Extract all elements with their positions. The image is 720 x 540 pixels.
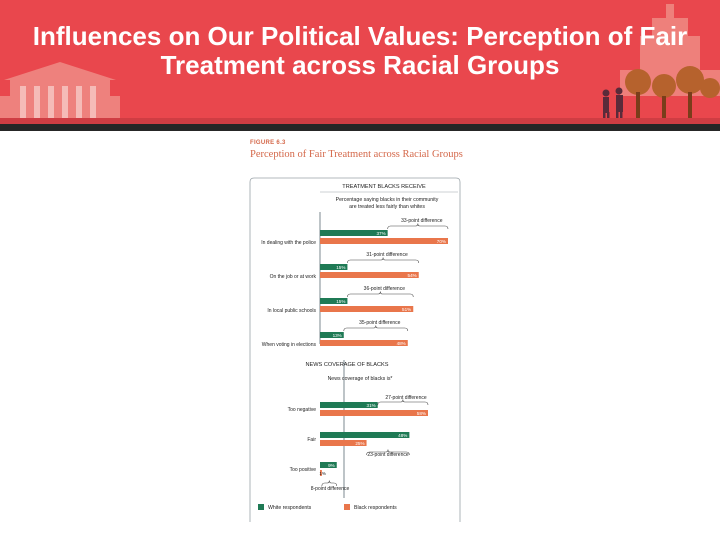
data-label-black: 25%: [355, 441, 364, 446]
difference-annotation: 23-point difference: [367, 452, 409, 458]
bar-black: [320, 306, 414, 312]
bar-black: [320, 410, 428, 416]
category-label: Fair: [307, 437, 316, 443]
bar-black: [320, 340, 408, 346]
data-label-white: 37%: [376, 231, 385, 236]
bar-white: [320, 432, 410, 438]
data-label-black: 48%: [397, 341, 406, 346]
bar-white: [320, 298, 348, 304]
bar-white: [320, 462, 337, 468]
figure-title: Perception of Fair Treatment across Raci…: [250, 149, 463, 160]
figure-panel: FIGURE 6.3 Perception of Fair Treatment …: [248, 138, 464, 522]
category-label: In dealing with the police: [261, 240, 316, 246]
banner-divider: [0, 124, 720, 131]
data-label-black: 1%: [319, 471, 326, 476]
people-icon: [602, 87, 623, 122]
tree-icon: [625, 66, 720, 122]
legend-label-black: Black respondents: [354, 505, 397, 511]
panel-frame: [249, 177, 461, 522]
bar-white: [320, 230, 388, 236]
difference-brace: [377, 399, 429, 406]
data-label-black: 51%: [402, 307, 411, 312]
category-label: When voting in elections: [262, 342, 317, 348]
bar-black: [320, 470, 322, 476]
panel-title-treatment: TREATMENT BLACKS RECEIVE: [342, 184, 426, 190]
difference-brace: [387, 223, 449, 230]
bar-black: [320, 272, 419, 278]
slide-title: Influences on Our Political Values: Perc…: [32, 21, 688, 80]
data-label-white: 31%: [367, 403, 376, 408]
bar-white: [320, 264, 348, 270]
figure-label: FIGURE 6.3: [250, 140, 286, 146]
difference-annotation: 36-point difference: [364, 286, 406, 292]
category-label: In local public schools: [267, 308, 316, 314]
legend-swatch-white: [258, 504, 264, 510]
panel-title-news: NEWS COVERAGE OF BLACKS: [306, 362, 389, 368]
category-label: Too positive: [290, 467, 317, 473]
panel-subtitle-line1: Percentage saying blacks in their commun…: [336, 197, 439, 203]
difference-brace: [343, 325, 409, 332]
difference-annotation: 35-point difference: [359, 320, 401, 326]
panel-subtitle-news: News coverage of blacks is*: [328, 376, 393, 382]
difference-annotation: 33-point difference: [401, 218, 443, 224]
data-label-black: 70%: [437, 239, 446, 244]
data-label-black: 58%: [417, 411, 426, 416]
category-label: On the job or at work: [270, 274, 317, 280]
bar-white: [320, 332, 344, 338]
banner-illustration: [0, 4, 720, 124]
difference-brace: [347, 291, 414, 298]
difference-brace: [347, 257, 420, 264]
legend-swatch-black: [344, 504, 350, 510]
category-label: Too negative: [288, 407, 317, 413]
data-label-white: 13%: [333, 333, 342, 338]
bar-white: [320, 402, 378, 408]
difference-brace: [366, 449, 410, 456]
data-label-black: 54%: [408, 273, 417, 278]
legend-label-white: White respondents: [268, 505, 312, 511]
difference-brace: [321, 480, 338, 487]
difference-annotation: 31-point difference: [366, 252, 408, 258]
bar-black: [320, 440, 367, 446]
data-label-white: 15%: [336, 265, 345, 270]
data-label-white: 15%: [336, 299, 345, 304]
data-label-white: 48%: [398, 433, 407, 438]
fair-treatment-chart: TREATMENT BLACKS RECEIVE Percentage sayi…: [249, 177, 461, 522]
bar-black: [320, 238, 448, 244]
panel-subtitle-line2: are treated less fairly than whites: [349, 204, 425, 210]
difference-annotation: 8-point difference: [311, 486, 350, 492]
data-label-white: 9%: [328, 463, 335, 468]
difference-annotation: 27-point difference: [385, 395, 427, 401]
